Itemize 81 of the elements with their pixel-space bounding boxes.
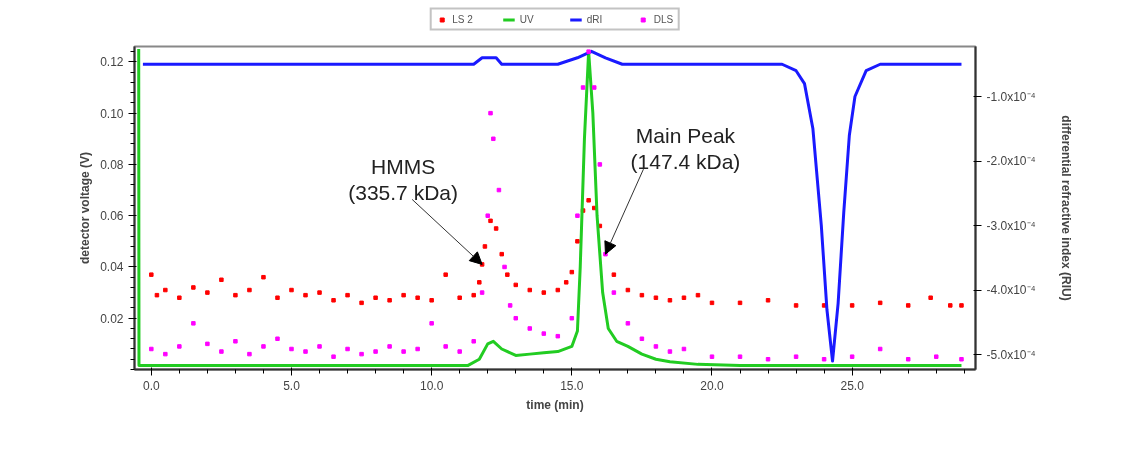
x-tick-label: 5.0 [283,378,301,393]
y-tick-label: 0.04 [100,260,124,275]
point [415,346,420,352]
point [331,354,336,359]
point [575,213,580,218]
y-axis-title: detector voltage (V) [78,151,93,265]
y2-tick-label: -2.0x10⁻⁴ [986,154,1036,169]
point [317,344,322,349]
point [429,321,434,326]
point [163,351,168,357]
point [527,326,533,331]
point [905,357,911,362]
point [289,346,294,352]
point [580,85,586,90]
point [849,354,855,359]
point [586,49,591,54]
point [387,344,392,349]
point [471,339,476,344]
x-axis-title: time (min) [526,397,584,412]
point [555,333,561,339]
point [667,349,673,354]
point [457,349,462,354]
point [149,346,154,352]
x-tick-label: 10.0 [419,378,444,393]
point [303,349,308,354]
point [513,315,518,321]
annotation: HMMS (335.7 kDa) [348,154,458,205]
point [653,344,659,349]
point [709,354,715,359]
y2-axis-title: differential refractive index (RIU) [1058,115,1073,301]
legend-label: LS 2 [452,13,473,25]
point [275,336,280,341]
y2-tick-label: -1.0x10⁻⁴ [986,89,1036,104]
legend-label: dRI [586,13,604,25]
point [345,346,350,352]
x-tick-label: 25.0 [840,378,865,393]
point [611,290,617,295]
point [793,354,799,359]
point [177,344,182,349]
y-tick-label: 0.10 [100,106,124,121]
point [359,351,364,357]
point [488,110,493,116]
point [401,349,406,354]
point [737,354,743,359]
point [443,344,448,349]
y-tick-label: 0.08 [100,157,124,172]
y2-tick-label: -3.0x10⁻⁴ [986,218,1036,233]
point [541,331,547,336]
point [373,349,378,354]
point [765,357,771,362]
point [569,315,575,321]
legend-label: UV [519,13,535,25]
x-tick-label: 20.0 [700,378,724,393]
x-tick-label: 15.0 [560,378,584,393]
point [507,303,513,308]
point [247,351,252,357]
point [485,213,490,218]
y-tick-label: 0.06 [100,209,124,224]
annotation: Main Peak (147.4 kDa) [630,123,741,174]
y-tick-label: 0.12 [100,55,124,70]
point [639,336,645,341]
point [625,321,631,326]
point [479,290,485,295]
point [502,264,507,270]
y-tick-label: 0.02 [100,311,124,326]
point [491,136,496,142]
y2-tick-label: -4.0x10⁻⁴ [986,283,1036,298]
point [821,357,827,362]
point [934,354,939,359]
point [261,344,266,349]
x-tick-label: 0.0 [142,378,160,393]
point [592,85,597,90]
point [219,349,224,354]
point [205,341,210,347]
point [597,162,603,167]
y2-tick-label: -5.0x10⁻⁴ [986,347,1036,362]
point [877,346,883,352]
point [233,339,238,344]
point [191,321,196,326]
point [959,357,964,362]
legend-label: DLS [653,13,674,25]
